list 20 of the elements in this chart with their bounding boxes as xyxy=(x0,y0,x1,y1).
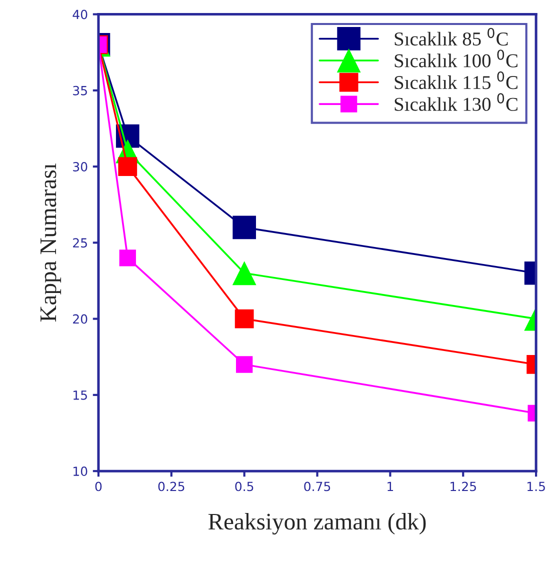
x-tick-label: 0.25 xyxy=(158,482,184,492)
x-tick-label: 0.75 xyxy=(304,482,330,492)
y-tick-label: 20 xyxy=(73,314,88,324)
x-tick-label: 1 xyxy=(388,482,394,491)
legend-label: Sıcaklık 115 $^{0}$C xyxy=(394,71,518,90)
x-axis-title: Reaksiyon zamanı (dk) xyxy=(208,513,426,535)
x-tick-label: 0 xyxy=(95,482,102,492)
y-tick-label: 15 xyxy=(74,390,87,400)
y-tick-label: 25 xyxy=(73,238,87,248)
y-axis-title: Kappa Numarası xyxy=(40,163,62,322)
y-tick-label: 10 xyxy=(74,466,88,476)
legend-label: Sıcaklık 100 $^{0}$C xyxy=(394,50,518,68)
y-tick-label: 30 xyxy=(73,162,88,172)
legend-label: Sıcaklık 130 $^{0}$C xyxy=(394,93,518,111)
x-tick-label: 0.5 xyxy=(235,482,254,492)
y-tick-label: 35 xyxy=(73,86,87,96)
legend-label: Sıcaklık 85 $^{0}$C xyxy=(394,28,508,46)
x-tick-label: 1.25 xyxy=(450,482,476,492)
y-tick-label: 40 xyxy=(72,10,88,20)
x-tick-label: 1.5 xyxy=(527,482,545,492)
